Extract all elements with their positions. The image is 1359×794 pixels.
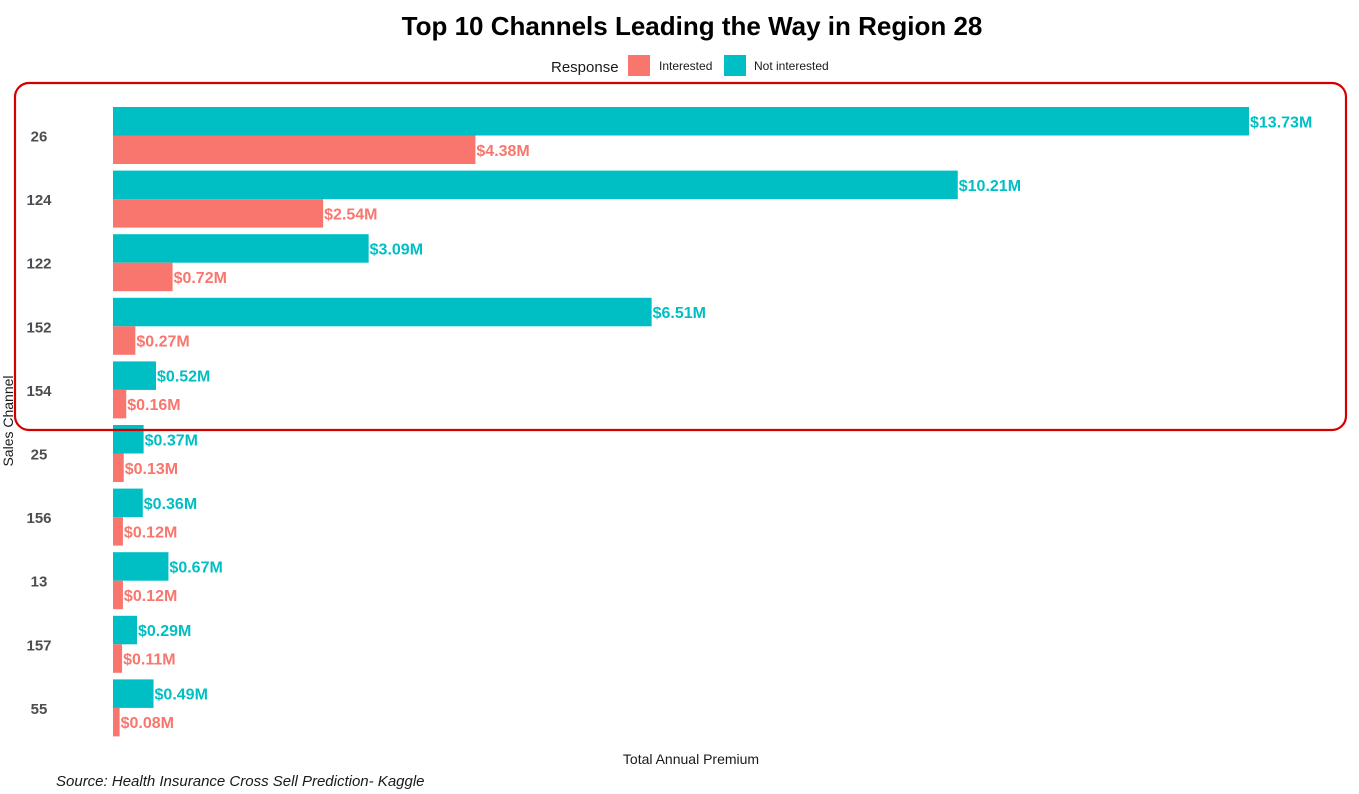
category-label-154: 154 xyxy=(26,383,52,400)
chart-title: Top 10 Channels Leading the Way in Regio… xyxy=(402,11,983,41)
category-label-55: 55 xyxy=(31,701,48,718)
x-axis-title: Total Annual Premium xyxy=(623,751,759,767)
source-note: Source: Health Insurance Cross Sell Pred… xyxy=(56,773,425,790)
bar-interested-154 xyxy=(113,389,127,419)
value-label-interested-154: $0.16M xyxy=(127,397,180,414)
category-label-26: 26 xyxy=(31,129,48,146)
value-label-interested-156: $0.12M xyxy=(124,524,177,541)
category-label-13: 13 xyxy=(31,574,48,591)
value-label-not-interested-124: $10.21M xyxy=(959,178,1021,195)
bar-not-interested-13 xyxy=(113,552,169,581)
bars-layer xyxy=(113,107,1249,737)
value-label-not-interested-156: $0.36M xyxy=(144,496,197,513)
bar-not-interested-152 xyxy=(113,297,652,327)
category-label-25: 25 xyxy=(31,447,48,464)
bar-interested-26 xyxy=(113,135,476,164)
legend-title: Response xyxy=(551,59,619,76)
bar-interested-55 xyxy=(113,707,120,737)
labels-layer: $13.73M $4.38M $10.21M $2.54M $3.09M $0.72M $6… xyxy=(121,114,1313,732)
bar-not-interested-122 xyxy=(113,234,369,263)
legend: Response Interested Not interested xyxy=(551,55,829,76)
legend-swatch-interested xyxy=(628,55,650,76)
category-axis: 26 124 122 152 154 25 156 13 157 55 xyxy=(26,129,52,718)
value-label-not-interested-122: $3.09M xyxy=(370,241,423,258)
bar-not-interested-157 xyxy=(113,615,137,645)
bar-interested-124 xyxy=(113,199,324,228)
y-axis-title: Sales Channel xyxy=(0,375,16,466)
bar-interested-13 xyxy=(113,580,123,610)
legend-label-interested: Interested xyxy=(659,59,712,73)
value-label-not-interested-25: $0.37M xyxy=(145,432,198,449)
value-label-not-interested-26: $13.73M xyxy=(1250,114,1312,131)
bar-not-interested-156 xyxy=(113,488,143,518)
value-label-interested-55: $0.08M xyxy=(121,715,174,732)
value-label-not-interested-152: $6.51M xyxy=(653,305,706,322)
bar-not-interested-154 xyxy=(113,361,157,390)
value-label-not-interested-157: $0.29M xyxy=(138,623,191,640)
category-label-152: 152 xyxy=(26,319,51,336)
value-label-not-interested-13: $0.67M xyxy=(169,559,222,576)
bar-interested-157 xyxy=(113,644,123,673)
bar-interested-122 xyxy=(113,262,173,292)
bar-not-interested-55 xyxy=(113,679,154,708)
bar-not-interested-124 xyxy=(113,170,958,200)
legend-label-not-interested: Not interested xyxy=(754,59,829,73)
value-label-interested-124: $2.54M xyxy=(324,206,377,223)
value-label-interested-26: $4.38M xyxy=(476,143,529,160)
bar-interested-156 xyxy=(113,517,123,546)
value-label-interested-152: $0.27M xyxy=(136,334,189,351)
category-label-157: 157 xyxy=(26,637,51,654)
category-label-124: 124 xyxy=(26,192,52,209)
legend-swatch-not-interested xyxy=(724,55,746,76)
value-label-not-interested-55: $0.49M xyxy=(155,687,208,704)
value-label-not-interested-154: $0.52M xyxy=(157,369,210,386)
value-label-interested-13: $0.12M xyxy=(124,588,177,605)
highlight-box xyxy=(13,81,1348,432)
category-label-156: 156 xyxy=(26,510,51,527)
value-label-interested-122: $0.72M xyxy=(174,270,227,287)
bar-not-interested-26 xyxy=(113,107,1249,136)
bar-interested-152 xyxy=(113,326,136,355)
category-label-122: 122 xyxy=(26,256,51,273)
bar-interested-25 xyxy=(113,453,124,482)
value-label-interested-25: $0.13M xyxy=(125,461,178,478)
value-label-interested-157: $0.11M xyxy=(123,652,175,669)
